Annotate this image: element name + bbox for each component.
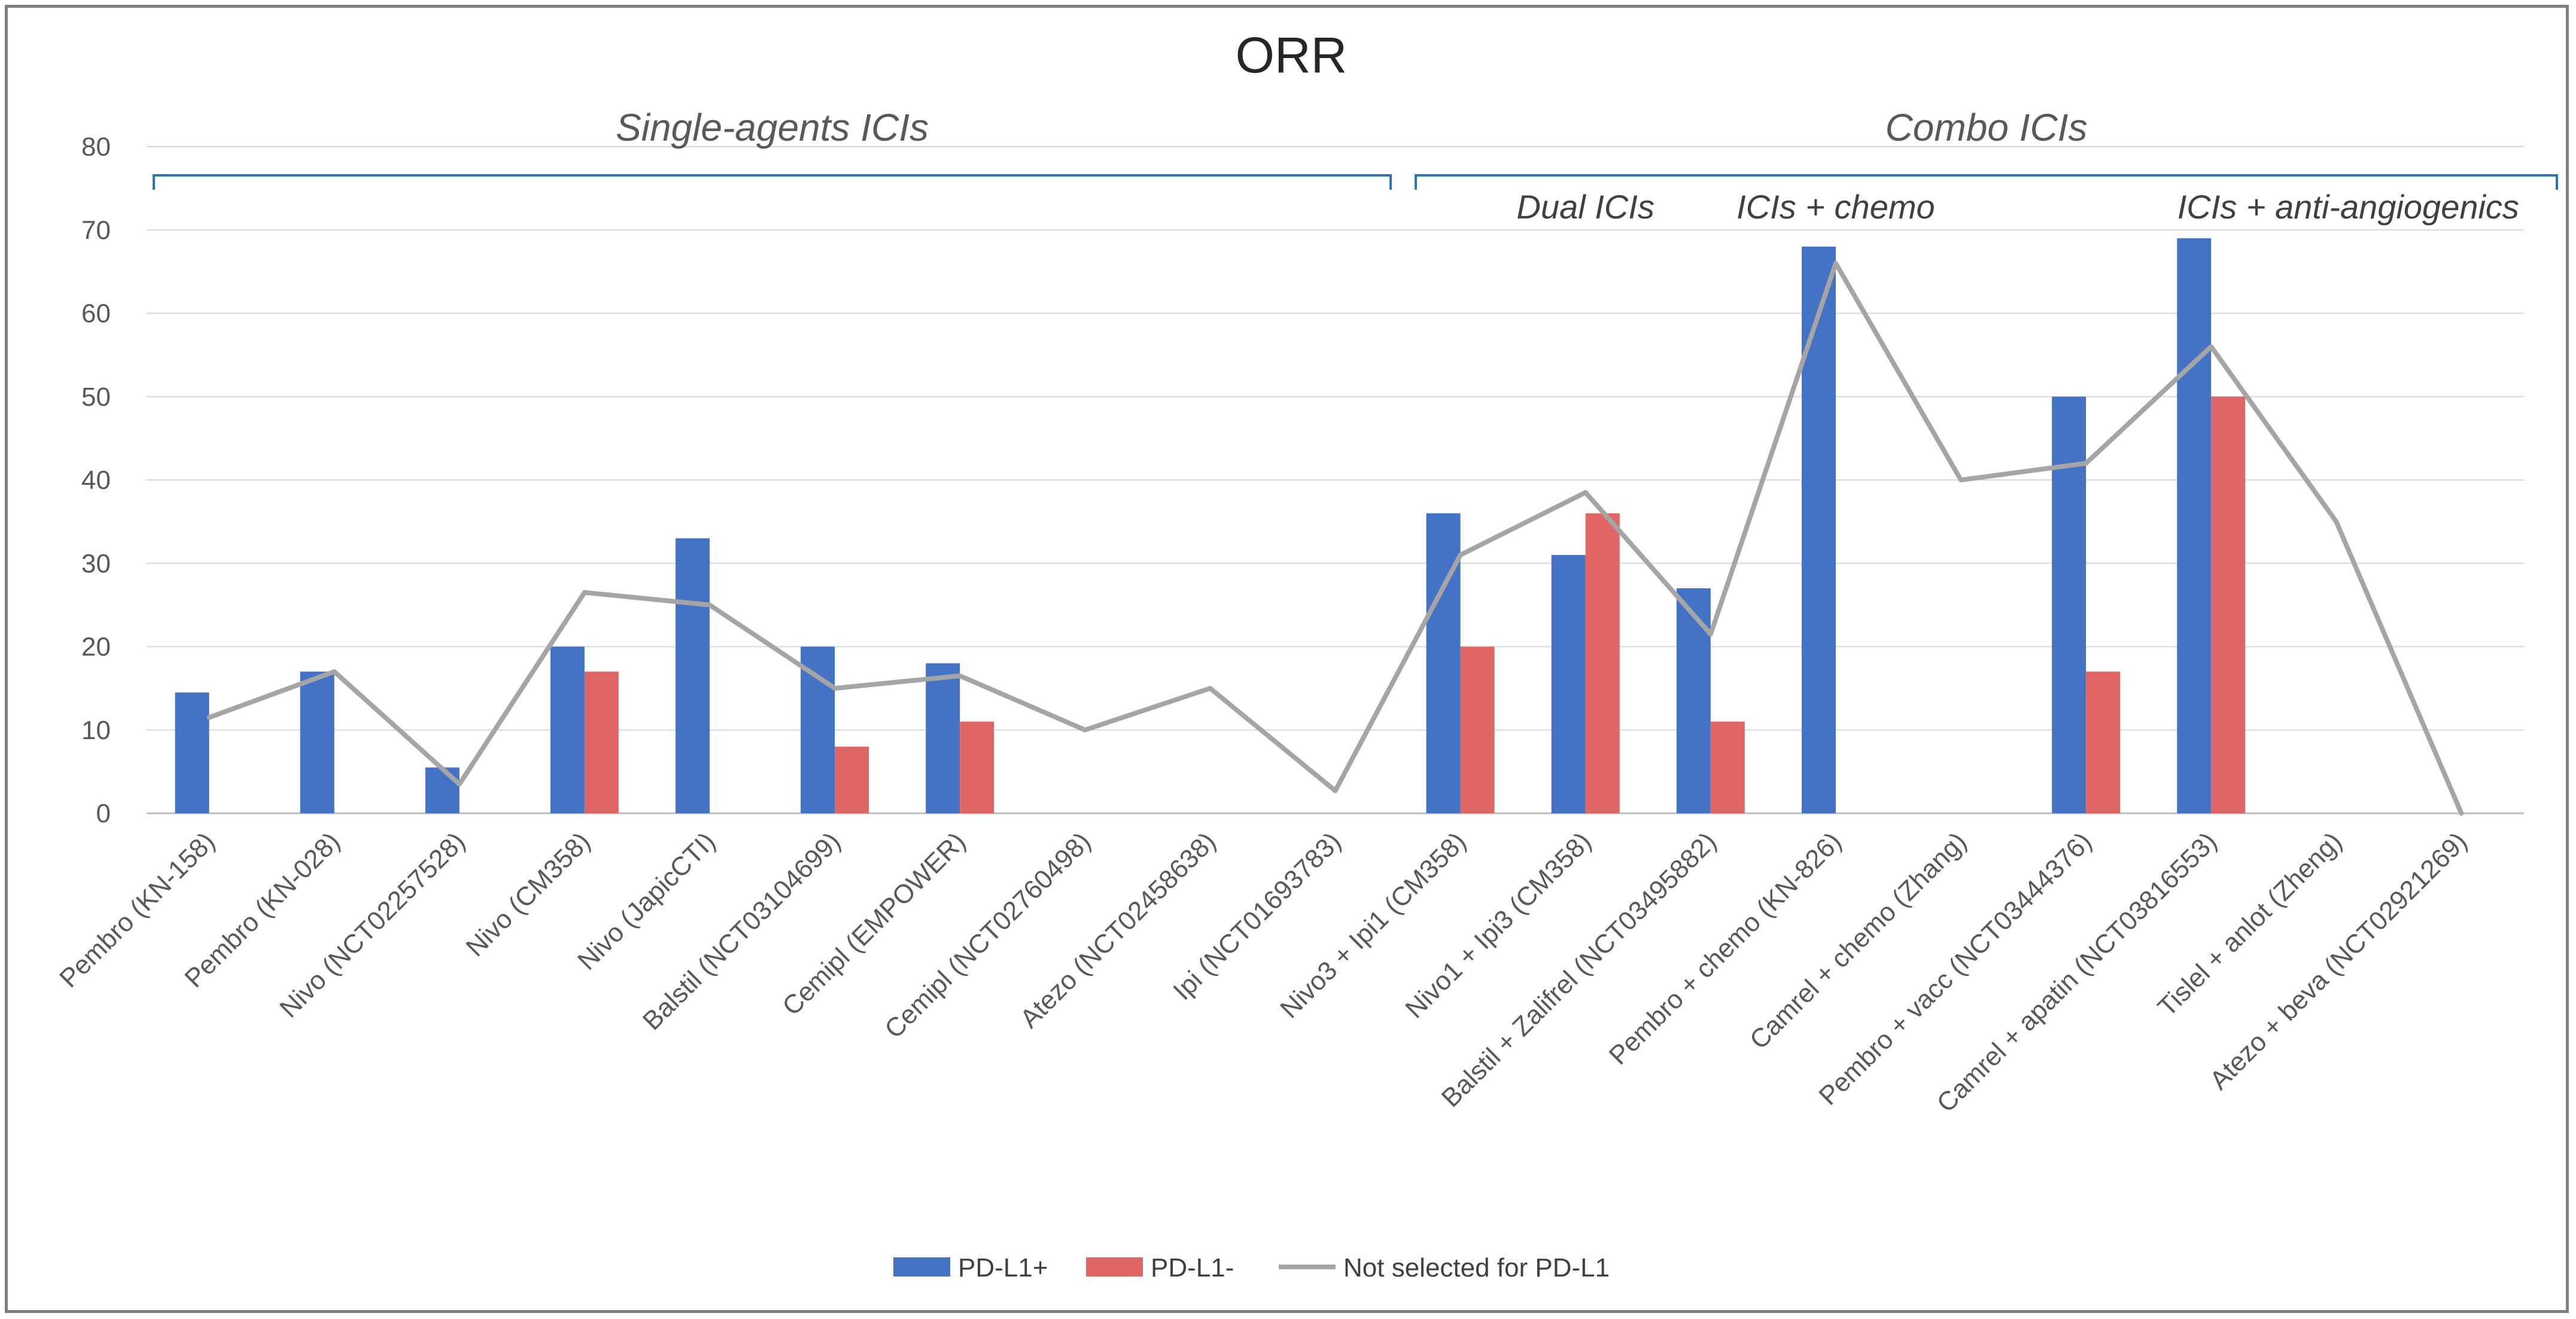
category-label: Camrel + apatin (NCT03816553) [1931,826,2222,1118]
y-tick-label: 20 [81,633,111,662]
category-labels: Pembro (KN-158)Pembro (KN-028)Nivo (NCT0… [54,826,2472,1118]
line-series [206,260,2464,816]
bar-pdl1-neg [960,721,994,813]
y-tick-label: 30 [81,549,111,578]
category-label: Nivo (CM358) [460,826,596,962]
y-tick-label: 0 [96,799,111,828]
y-tick-label: 40 [81,466,111,495]
y-tick-label: 10 [81,716,111,745]
line-not-selected [206,260,2464,816]
category-label: Cemipl (NCT02760498) [879,826,1096,1044]
bar-pdl1-pos [926,663,960,813]
group-label: Single-agents ICIs [616,106,929,149]
bar-pdl1-pos [1426,513,1461,813]
bar-pdl1-pos [550,646,585,813]
legend-swatch [893,1257,950,1277]
bar-pdl1-pos [675,538,710,813]
group-label: Combo ICIs [1885,106,2088,149]
legend-label: PD-L1+ [958,1253,1048,1282]
bar-pdl1-neg [835,746,869,813]
bar-pdl1-pos [1801,247,1836,814]
bar-pdl1-pos [1676,588,1711,813]
sub-group-label: ICIs + chemo [1736,188,1935,226]
bar-pdl1-pos [175,692,209,813]
sub-group-label: Dual ICIs [1517,188,1655,226]
bar-pdl1-neg [2211,396,2246,813]
bar-pdl1-pos [2052,396,2087,813]
bar-pdl1-pos [425,767,460,813]
category-label: Camrel + chemo (Zhang) [1744,826,1972,1054]
category-label: Balstil + Zalifrel (NCT03495882) [1436,826,1722,1113]
orr-chart: ORR 0 10 20 30 40 50 60 70 80 Pembro (KN-158)Pem… [54,27,2558,1282]
legend: PD-L1+ PD-L1- Not selected for PD-L1 [893,1253,1610,1282]
group-bracket [1415,174,2558,190]
sub-group-label: ICIs + anti-angiogenics [2177,188,2519,226]
category-label: Pembro + vacc (NCT03444376) [1813,826,2097,1111]
category-label: Pembro + chemo (KN-826) [1604,826,1847,1070]
bar-pdl1-neg [2086,671,2121,813]
y-tick-label: 50 [81,382,111,412]
bar-pdl1-neg [1460,646,1495,813]
gridlines [147,146,2524,815]
y-tick-label: 60 [81,299,111,329]
legend-label: PD-L1- [1151,1253,1234,1282]
category-label: Atezo + beva (NCT02921269) [2204,826,2473,1095]
bar-pdl1-neg [1585,513,1620,813]
y-axis-ticks: 0 10 20 30 40 50 60 70 80 [81,132,111,828]
y-tick-label: 80 [81,132,111,162]
bar-pdl1-neg [1710,721,1745,813]
group-brackets: Single-agents ICIs Combo ICIs Dual ICIs ICI… [153,106,2558,226]
chart-title: ORR [1236,27,1348,83]
bar-pdl1-neg [584,671,619,813]
bar-pdl1-pos [2177,238,2212,813]
bar-pdl1-pos [1551,555,1586,813]
y-tick-label: 70 [81,215,111,245]
legend-swatch [1086,1257,1143,1277]
legend-label: Not selected for PD-L1 [1343,1253,1610,1282]
chart-frame: ORR 0 10 20 30 40 50 60 70 80 Pembro (KN-158) Pem… [5,5,2569,1313]
bar-pdl1-pos [300,671,334,813]
bars [175,238,2246,814]
group-bracket [153,174,1392,190]
